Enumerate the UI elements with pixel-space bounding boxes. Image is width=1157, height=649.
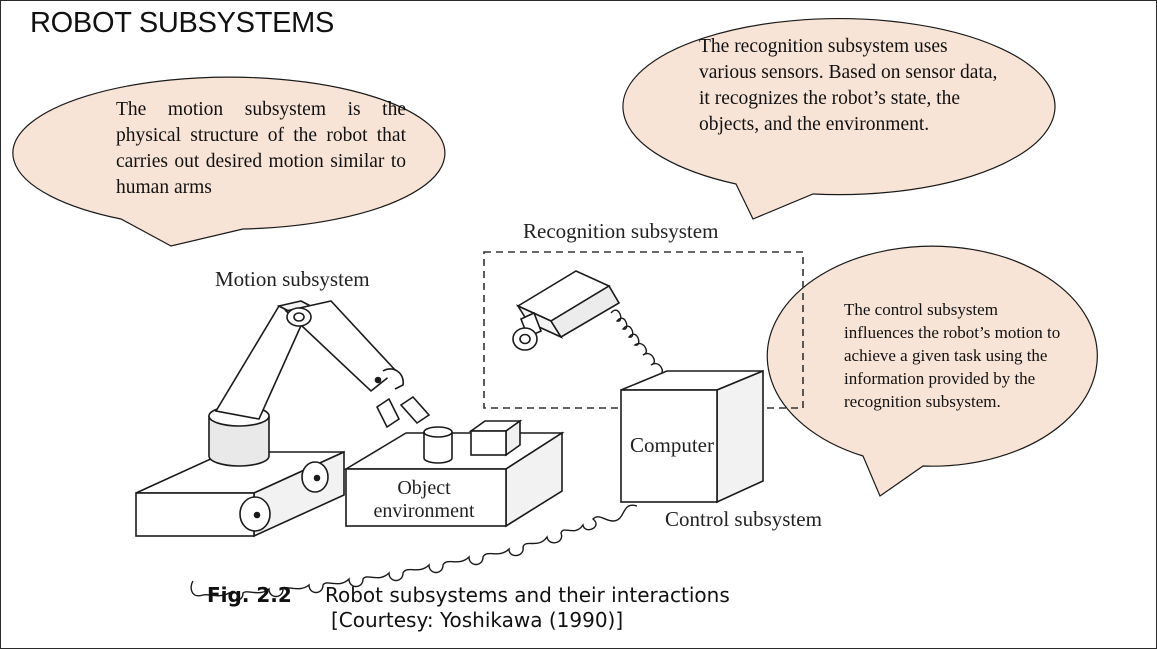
motion-callout-bubble — [12, 76, 446, 247]
recognition-boundary — [483, 251, 804, 409]
computer-box — [620, 369, 764, 504]
figure-courtesy: [Courtesy: Yoshikawa (1990)] — [331, 608, 624, 632]
robot-arm — [208, 300, 431, 467]
object-environment-label: Object environment — [349, 477, 499, 523]
recognition-callout-text: The recognition subsystem uses various s… — [699, 36, 998, 135]
motion-subsystem-label: Motion subsystem — [215, 267, 370, 291]
control-callout-text: The control subsystem influences the rob… — [844, 300, 1061, 411]
slide-title: ROBOT SUBSYSTEMS — [30, 7, 335, 39]
robot-cart — [135, 450, 345, 538]
figure-caption-text: Robot subsystems and their interactions — [325, 583, 730, 607]
computer-label: Computer — [630, 433, 714, 457]
recognition-callout-bubble — [622, 18, 1056, 220]
figure-number: Fig. 2.2 — [207, 583, 292, 607]
control-callout-bubble — [766, 245, 1098, 497]
object-label-line2: environment — [373, 500, 475, 522]
control-subsystem-label: Control subsystem — [665, 507, 822, 531]
figure-caption: Fig. 2.2 Robot subsystems and their inter… — [207, 583, 730, 607]
box-object — [468, 419, 523, 457]
motion-callout-text: The motion subsystem is the physical str… — [116, 99, 406, 198]
control-cable — [190, 504, 638, 602]
camera-icon — [512, 270, 621, 351]
cylinder-object — [423, 426, 453, 464]
recognition-subsystem-label: Recognition subsystem — [523, 219, 719, 243]
object-label-line1: Object — [397, 477, 451, 499]
